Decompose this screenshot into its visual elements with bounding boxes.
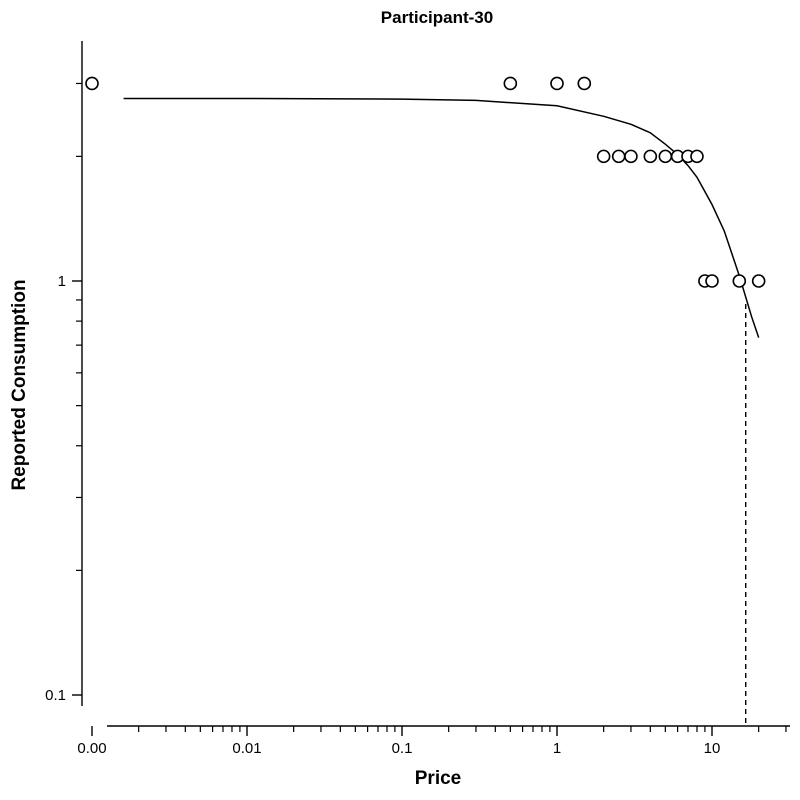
fitted-demand-curve [123,97,760,338]
plot-marks [85,76,766,726]
x-tick-label: 10 [704,740,721,757]
data-point [751,274,766,288]
x-tick-label: 1 [553,740,561,757]
data-point [85,76,99,91]
x-tick-label: 0.01 [232,740,261,757]
data-point [690,149,704,164]
data-point [624,149,638,164]
y-axis-label: Reported Consumption [9,279,30,490]
x-axis-label: Price [415,768,461,789]
y-tick-label: 0.1 [45,687,66,704]
data-point [658,149,673,164]
data-point [705,274,719,288]
chart-title: Participant-30 [381,8,493,27]
data-point [577,76,592,91]
data-point [596,149,611,164]
y-axis: 0.11 [45,41,83,706]
x-axis: 0.00 0.01 0.1 1 10 [77,725,790,757]
y-tick-label: 1 [58,273,66,290]
data-point [611,149,626,164]
data-point [643,149,658,164]
x-tick-label: 0.00 [77,740,106,757]
x-tick-label: 0.1 [392,740,413,757]
data-point [550,76,564,91]
data-point [503,76,518,91]
data-point [732,274,747,288]
